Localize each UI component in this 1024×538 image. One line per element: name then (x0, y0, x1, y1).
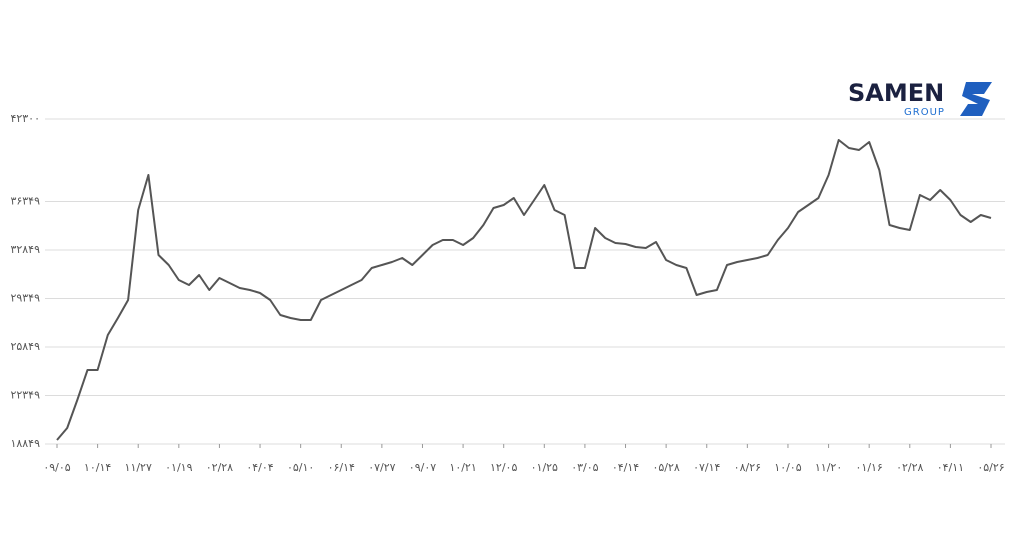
x-tick-label: ۰۲/۲۸ (206, 461, 233, 474)
y-tick-label: ۳۲۸۴۹ (10, 243, 40, 256)
x-tick-label: ۰۴/۱۱ (937, 461, 964, 474)
x-tick-label: ۰۷/۲۷ (368, 461, 395, 474)
y-tick-label: ۱۸۸۴۹ (10, 437, 40, 450)
y-tick-label: ۲۵۸۴۹ (10, 340, 40, 353)
x-tick-label: ۰۴/۱۴ (612, 461, 639, 474)
y-tick-label: ۲۲۳۴۹ (10, 388, 40, 401)
x-tick-label: ۰۱/۲۵ (531, 461, 558, 474)
x-tick-label: ۱۰/۱۴ (84, 461, 111, 474)
x-tick-label: ۱۱/۲۰ (815, 461, 842, 474)
x-tick-label: ۰۶/۱۴ (328, 461, 355, 474)
x-tick-label: ۰۹/۰۷ (409, 461, 436, 474)
x-tick-label: ۱۰/۲۱ (449, 461, 476, 474)
line-series (56, 139, 992, 441)
y-tick-label: ۲۹۳۴۹ (10, 291, 40, 304)
x-tick-label: ۰۱/۱۶ (856, 461, 883, 474)
logo: SAMEN GROUP (848, 79, 992, 118)
x-tick-label: ۰۵/۱۰ (287, 461, 314, 474)
y-tick-label: ۳۶۳۴۹ (10, 194, 40, 207)
x-tick-label: ۰۷/۱۴ (693, 461, 720, 474)
logo-icon (960, 82, 992, 116)
x-tick-label: ۰۸/۲۶ (734, 461, 761, 474)
logo-name: SAMEN (848, 79, 944, 107)
x-tick-label: ۱۰/۰۵ (774, 461, 801, 474)
x-tick-label: ۱۱/۲۷ (125, 461, 152, 474)
x-tick-label: ۰۵/۲۶ (977, 461, 1004, 474)
x-tick-label: ۱۲/۰۵ (490, 461, 517, 474)
x-tick-label: ۰۴/۰۴ (246, 461, 273, 474)
y-tick-label: ۴۲۳۰۰ (10, 112, 40, 125)
logo-sub: GROUP (904, 107, 945, 118)
x-tick-label: ۰۱/۱۹ (165, 461, 192, 474)
x-tick-label: ۰۵/۲۸ (652, 461, 679, 474)
x-tick-label: ۰۲/۲۸ (896, 461, 923, 474)
x-tick-label: ۰۹/۰۵ (43, 461, 70, 474)
x-tick-label: ۰۳/۰۵ (571, 461, 598, 474)
